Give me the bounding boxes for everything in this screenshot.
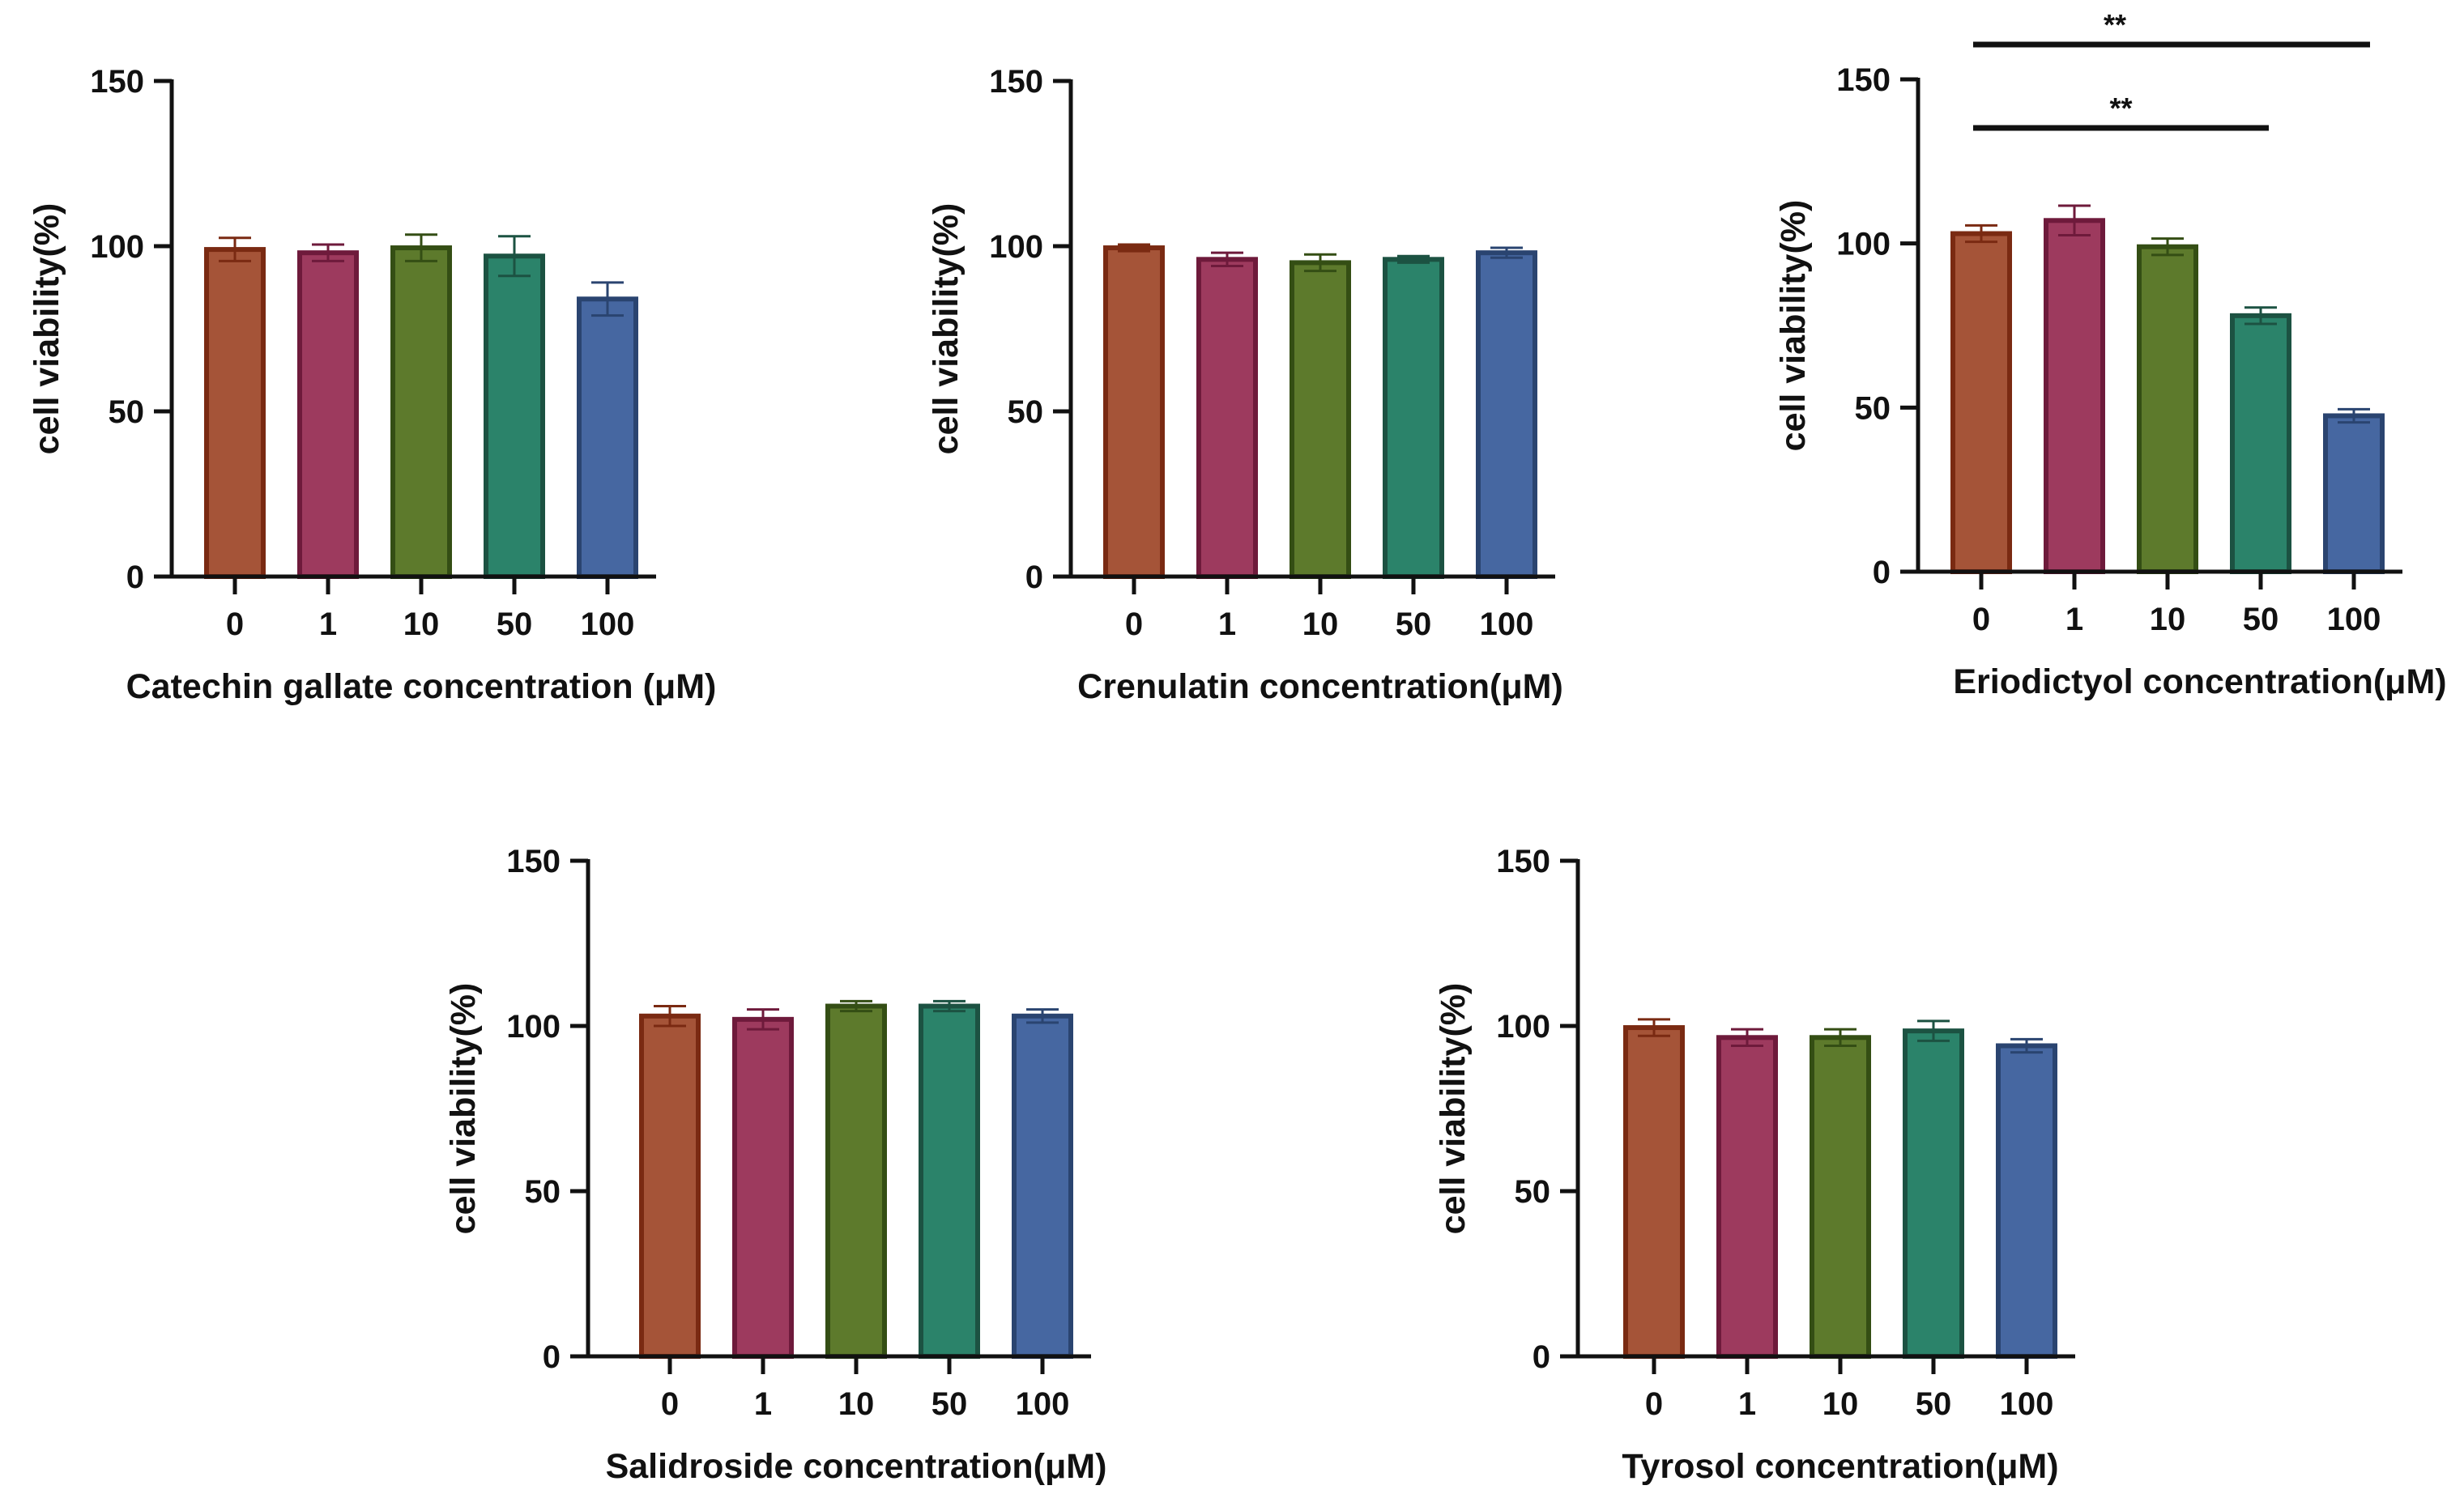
chart-panel-4: 0 50 100 150 0 1 10 50 100 Salidroside concentrat… xyxy=(444,844,1106,1486)
bar xyxy=(1290,260,1351,579)
x-tick-label: 1 xyxy=(1738,1386,1756,1422)
y-tick-label: 0 xyxy=(1533,1339,1550,1375)
x-axis-title: Eriodictyol concentration(μM) xyxy=(1953,662,2446,701)
x-tick-label: 50 xyxy=(1396,607,1432,642)
y-tick-label: 150 xyxy=(506,844,561,879)
chart-panel-2: 0 50 100 150 0 1 10 50 100 Crenulatin concentrati… xyxy=(927,64,1563,706)
y-tick-label: 100 xyxy=(90,229,144,265)
y-tick-label: 100 xyxy=(989,229,1043,265)
x-tick-label: 0 xyxy=(661,1386,679,1422)
y-tick-label: 50 xyxy=(1008,394,1044,430)
x-tick-label: 50 xyxy=(1916,1386,1952,1422)
x-tick-label: 1 xyxy=(319,607,337,642)
x-tick-label: 100 xyxy=(1480,607,1534,642)
y-axis-title: cell viability(%) xyxy=(1434,983,1473,1235)
bar xyxy=(1950,231,2012,574)
bar xyxy=(1810,1035,1871,1360)
x-tick-label: 50 xyxy=(931,1386,968,1422)
bar xyxy=(1103,245,1165,579)
y-tick-label: 150 xyxy=(989,64,1043,100)
x-tick-label: 0 xyxy=(1972,602,1990,637)
x-axis-title: Catechin gallate concentration (μM) xyxy=(126,667,717,706)
y-tick-label: 50 xyxy=(1515,1174,1551,1210)
bar xyxy=(2323,413,2385,575)
x-tick-label: 10 xyxy=(838,1386,875,1422)
x-tick-label: 0 xyxy=(1645,1386,1663,1422)
x-axis-title: Salidroside concentration(μM) xyxy=(606,1447,1107,1486)
x-tick-label: 100 xyxy=(1016,1386,1070,1422)
bar xyxy=(732,1016,794,1359)
y-tick-label: 150 xyxy=(90,64,144,100)
bar xyxy=(1196,257,1258,579)
bar xyxy=(390,245,452,579)
y-tick-label: 0 xyxy=(126,560,144,595)
bar xyxy=(577,296,638,579)
x-axis-title: Crenulatin concentration(μM) xyxy=(1077,667,1563,706)
bar xyxy=(2230,313,2291,574)
x-tick-label: 10 xyxy=(1302,607,1339,642)
y-axis-title: cell viability(%) xyxy=(28,203,66,455)
bar xyxy=(1903,1028,1964,1359)
x-tick-label: 0 xyxy=(226,607,244,642)
y-tick-label: 150 xyxy=(1836,62,1891,98)
bar xyxy=(1996,1043,2057,1359)
x-tick-label: 1 xyxy=(754,1386,772,1422)
bar xyxy=(484,253,545,579)
bar xyxy=(297,250,359,579)
y-tick-label: 0 xyxy=(1025,560,1043,595)
bar xyxy=(2044,218,2105,574)
y-tick-label: 50 xyxy=(525,1174,561,1210)
y-tick-label: 100 xyxy=(506,1009,561,1045)
x-tick-label: 50 xyxy=(497,607,533,642)
bar xyxy=(1623,1025,1685,1360)
x-tick-label: 10 xyxy=(403,607,440,642)
x-tick-label: 100 xyxy=(2000,1386,2054,1422)
chart-panel-3: 0 50 100 150 0 1 10 50 100 Eriodictyol concentrat… xyxy=(1774,8,2447,701)
bar xyxy=(2137,244,2198,574)
y-tick-label: 50 xyxy=(109,394,145,430)
bar xyxy=(1012,1013,1073,1359)
x-tick-label: 0 xyxy=(1125,607,1143,642)
x-tick-label: 100 xyxy=(2327,602,2381,637)
y-tick-label: 0 xyxy=(1873,555,1891,590)
bar xyxy=(1383,257,1444,579)
x-tick-label: 1 xyxy=(1218,607,1236,642)
y-tick-label: 100 xyxy=(1836,227,1891,262)
x-tick-label: 1 xyxy=(2065,602,2083,637)
bar xyxy=(1716,1035,1778,1360)
significance-label: ** xyxy=(2109,92,2132,125)
y-axis-title: cell viability(%) xyxy=(444,983,483,1235)
y-tick-label: 100 xyxy=(1496,1009,1550,1045)
bar xyxy=(1476,250,1537,579)
y-tick-label: 0 xyxy=(543,1339,561,1375)
significance-label: ** xyxy=(2104,8,2126,41)
x-tick-label: 100 xyxy=(581,607,635,642)
y-axis-title: cell viability(%) xyxy=(927,203,966,455)
bar xyxy=(825,1003,887,1360)
x-tick-label: 10 xyxy=(2150,602,2186,637)
y-tick-label: 50 xyxy=(1855,390,1891,426)
chart-panel-1: 0 50 100 150 0 1 10 50 100 Catechin gallate conce… xyxy=(28,64,716,706)
bar xyxy=(639,1013,701,1359)
y-tick-label: 150 xyxy=(1496,844,1550,879)
bar xyxy=(919,1003,980,1360)
x-axis-title: Tyrosol concentration(μM) xyxy=(1622,1447,2058,1486)
x-tick-label: 50 xyxy=(2243,602,2279,637)
y-axis-title: cell viability(%) xyxy=(1774,200,1813,452)
chart-panel-5: 0 50 100 150 0 1 10 50 100 Tyrosol concentration(… xyxy=(1434,844,2075,1486)
x-tick-label: 10 xyxy=(1822,1386,1859,1422)
bar xyxy=(204,247,266,579)
